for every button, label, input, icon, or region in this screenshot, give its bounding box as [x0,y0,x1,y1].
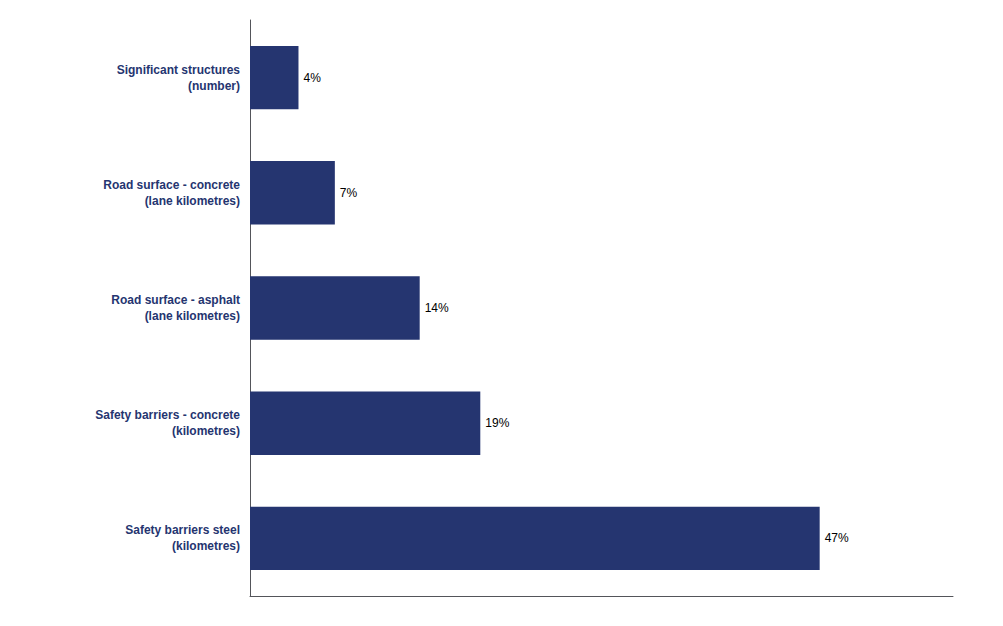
svg-text:14%: 14% [425,301,449,315]
svg-text:(number): (number) [188,79,240,93]
svg-text:Road surface - concrete: Road surface - concrete [103,178,240,192]
svg-text:47%: 47% [825,531,849,545]
svg-text:Significant structures: Significant structures [117,63,241,77]
svg-text:(kilometres): (kilometres) [172,539,240,553]
svg-text:(lane kilometres): (lane kilometres) [145,194,240,208]
svg-text:Road surface - asphalt: Road surface - asphalt [111,293,240,307]
svg-text:Safety barriers steel: Safety barriers steel [125,523,240,537]
svg-text:4%: 4% [303,71,321,85]
svg-text:(kilometres): (kilometres) [172,424,240,438]
svg-text:7%: 7% [340,186,358,200]
svg-text:19%: 19% [485,416,509,430]
svg-text:(lane kilometres): (lane kilometres) [145,309,240,323]
svg-text:Safety barriers - concrete: Safety barriers - concrete [95,408,240,422]
